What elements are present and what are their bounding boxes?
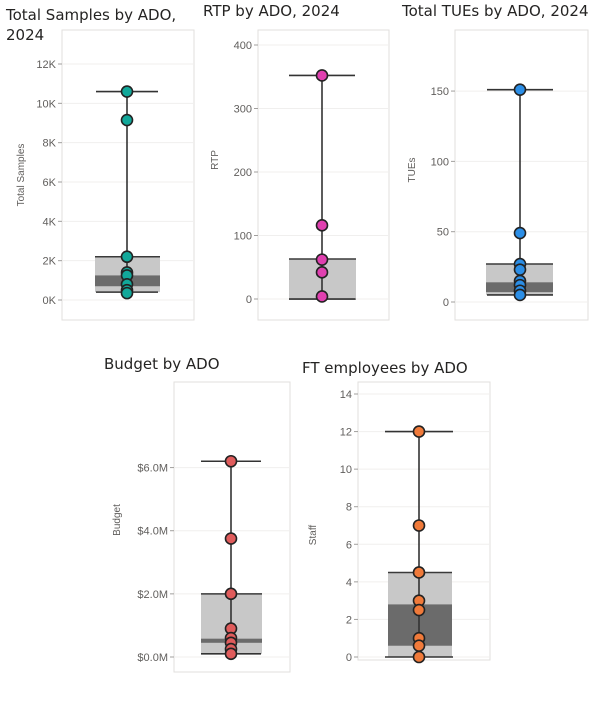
data-point[interactable]	[315, 266, 329, 279]
total-samples-chart: 0K 2K 4K 6K 8K 10K 12K Total Samples by ADO, 202…	[5, 6, 195, 321]
y-tick-label: 0	[346, 652, 352, 664]
total-samples-title: 2024	[6, 26, 44, 44]
data-point[interactable]	[513, 288, 527, 302]
y-tick-label: 6K	[43, 177, 57, 189]
data-point[interactable]	[224, 587, 238, 601]
rtp-chart: 0 100 200 300 400 RTP by ADO, 2024 RTP	[203, 2, 390, 321]
ft-employees-chart: 0 2 4 6 8 10 12 14 FT employees by ADO Staff	[302, 359, 491, 664]
y-tick-label: $2.0M	[137, 589, 168, 601]
y-tick-label: 6	[346, 539, 352, 551]
data-point[interactable]	[315, 253, 329, 266]
data-point[interactable]	[120, 85, 134, 98]
data-point[interactable]	[120, 250, 134, 264]
y-tick-label: $4.0M	[137, 526, 168, 538]
data-point[interactable]	[513, 226, 527, 240]
data-point[interactable]	[412, 639, 426, 653]
y-tick-label: 2	[346, 614, 352, 626]
total-samples-y-axis-label: Total Samples	[16, 144, 27, 207]
data-point[interactable]	[315, 69, 329, 82]
data-point[interactable]	[412, 603, 426, 617]
budget-chart: $0.0M $2.0M $4.0M $6.0M Budget by ADO Budget	[104, 355, 291, 673]
budget-title: Budget by ADO	[104, 355, 220, 373]
data-point[interactable]	[513, 263, 527, 276]
y-tick-label: 4K	[43, 216, 57, 228]
y-tick-label: 300	[234, 104, 252, 116]
rtp-y-axis-label: RTP	[210, 150, 221, 170]
data-point[interactable]	[412, 566, 426, 579]
y-tick-label: 0	[246, 294, 252, 306]
tues-title: Total TUEs by ADO, 2024	[401, 2, 589, 20]
y-tick-label: 0K	[43, 295, 57, 307]
y-tick-label: 8K	[43, 138, 57, 150]
ft-employees-y-axis-label: Staff	[308, 525, 319, 546]
data-point[interactable]	[315, 290, 329, 303]
y-tick-label: 8	[346, 502, 352, 514]
y-tick-label: 10	[340, 464, 352, 476]
y-tick-label: 50	[437, 227, 449, 239]
y-tick-label: 400	[234, 40, 252, 52]
y-tick-label: $0.0M	[137, 652, 168, 664]
data-point[interactable]	[315, 219, 329, 232]
y-tick-label: 4	[346, 577, 352, 589]
y-tick-label: 14	[340, 389, 352, 401]
data-point[interactable]	[513, 83, 527, 96]
y-tick-label: 12	[340, 427, 352, 439]
y-tick-label: 2K	[43, 256, 57, 268]
y-tick-label: 100	[234, 231, 252, 243]
budget-y-axis-label: Budget	[112, 504, 123, 536]
y-tick-label: 200	[234, 167, 252, 179]
data-point[interactable]	[224, 532, 238, 545]
tues-y-axis-label: TUEs	[407, 158, 418, 183]
y-tick-label: 0	[443, 297, 449, 309]
rtp-title: RTP by ADO, 2024	[203, 2, 340, 20]
tues-chart: 0 50 100 150 Total TUEs by ADO, 2024 TUEs	[401, 2, 589, 321]
y-tick-label: 150	[431, 86, 449, 98]
data-point[interactable]	[224, 647, 238, 661]
y-tick-label: 12K	[36, 59, 56, 71]
data-point[interactable]	[412, 425, 426, 438]
data-point[interactable]	[224, 454, 238, 468]
y-tick-label: 10K	[36, 98, 56, 110]
data-point[interactable]	[120, 113, 134, 127]
data-point[interactable]	[412, 519, 426, 532]
total-samples-title: Total Samples by ADO,	[5, 6, 176, 24]
data-point[interactable]	[412, 650, 426, 664]
y-tick-label: $6.0M	[137, 463, 168, 475]
y-tick-label: 100	[431, 156, 449, 168]
ft-employees-title: FT employees by ADO	[302, 359, 468, 377]
data-point[interactable]	[120, 286, 134, 300]
